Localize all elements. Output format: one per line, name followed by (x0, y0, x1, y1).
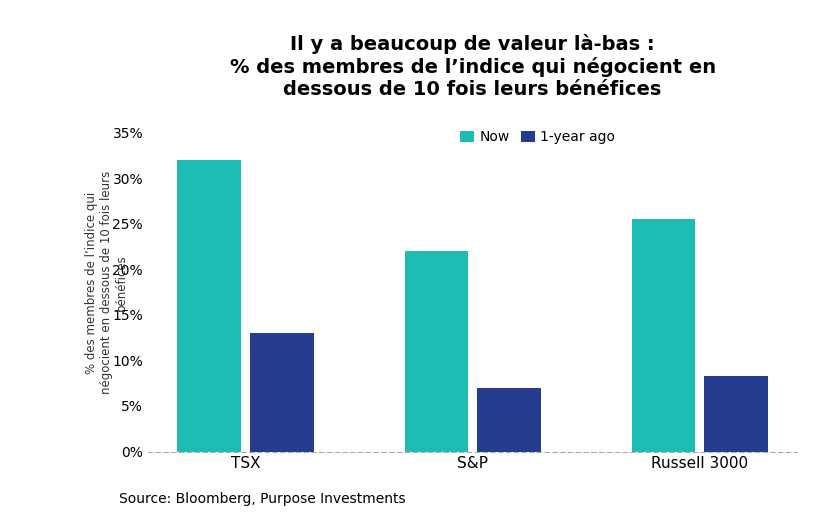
Bar (631, 219, 695, 452)
Bar (478, 388, 541, 452)
Legend: Now, 1-year ago: Now, 1-year ago (455, 126, 620, 148)
Bar (404, 251, 468, 452)
Bar (250, 333, 314, 452)
Bar (178, 160, 241, 452)
Bar (704, 376, 768, 452)
Y-axis label: % des membres de l’indice qui
négocient en dessous de 10 fois leurs
bénéfices: % des membres de l’indice qui négocient … (85, 171, 128, 394)
Text: Source: Bloomberg, Purpose Investments: Source: Bloomberg, Purpose Investments (119, 492, 406, 506)
Title: Il y a beaucoup de valeur là-bas :
% des membres de l’indice qui négocient en
de: Il y a beaucoup de valeur là-bas : % des… (229, 34, 716, 99)
